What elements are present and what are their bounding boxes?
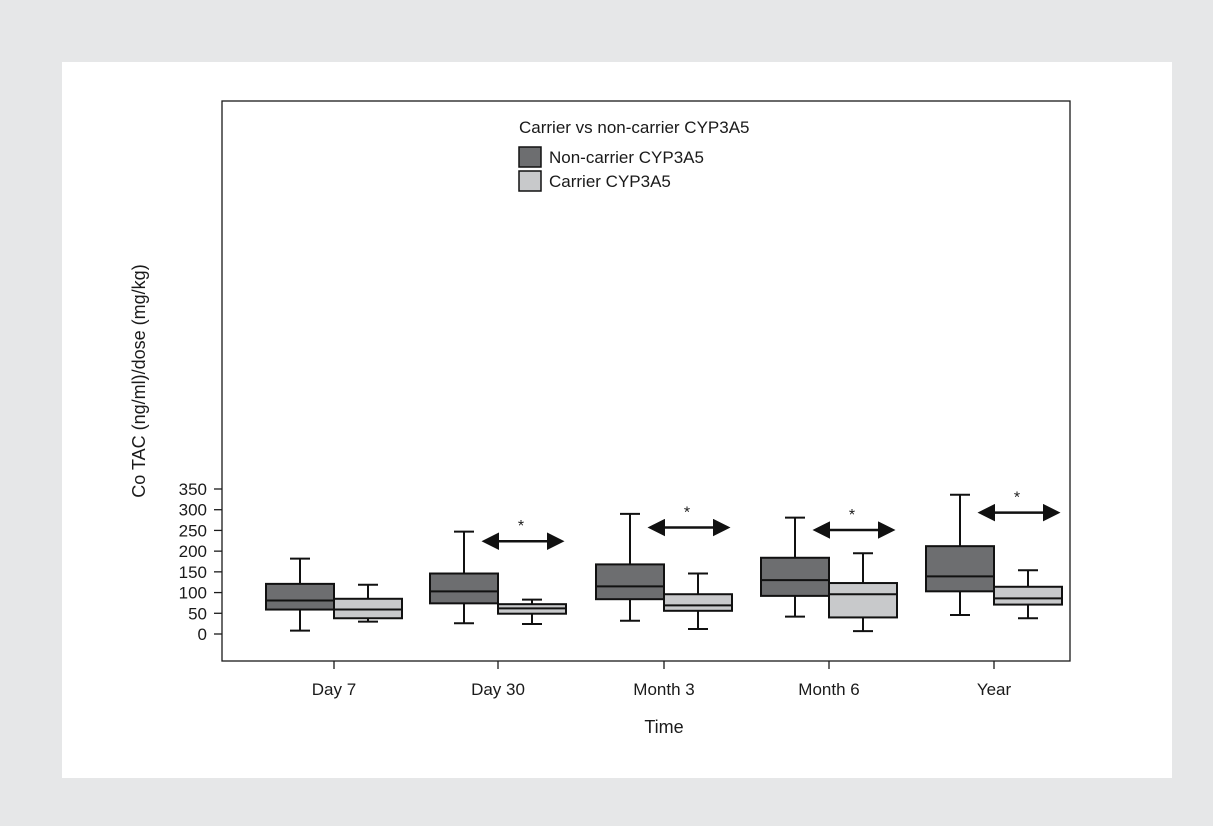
legend-swatch-non-carrier bbox=[518, 146, 542, 168]
box-iqr bbox=[429, 572, 499, 605]
x-tick-label: Year bbox=[977, 680, 1012, 699]
y-axis-title: Co TAC (ng/ml)/dose (mg/kg) bbox=[129, 264, 149, 497]
box-iqr bbox=[265, 582, 335, 611]
significance-marker: * bbox=[481, 518, 565, 550]
box-carrier bbox=[333, 583, 403, 623]
x-tick-label: Month 3 bbox=[633, 680, 694, 699]
x-tick-label: Day 30 bbox=[471, 680, 525, 699]
x-axis: Day 7 Day 30 Month 3 Month 6 Year bbox=[312, 661, 1012, 699]
x-axis-title: Time bbox=[644, 717, 683, 737]
legend: Carrier vs non-carrier CYP3A5 Non-carrie… bbox=[518, 118, 750, 192]
significance-marker: * bbox=[977, 490, 1061, 522]
box-iqr bbox=[663, 593, 733, 612]
box-series-group bbox=[265, 493, 1063, 633]
significance-star: * bbox=[849, 507, 855, 524]
legend-title: Carrier vs non-carrier CYP3A5 bbox=[519, 118, 750, 137]
significance-star: * bbox=[684, 505, 690, 522]
significance-star: * bbox=[518, 518, 524, 535]
legend-label-carrier: Carrier CYP3A5 bbox=[549, 172, 671, 191]
box-iqr bbox=[760, 556, 830, 597]
significance-marker: * bbox=[647, 505, 731, 537]
box-carrier bbox=[828, 552, 898, 633]
box-non-carrier bbox=[925, 493, 995, 616]
figure-panel bbox=[62, 62, 1172, 778]
box-iqr bbox=[925, 545, 995, 593]
y-tick-label: 200 bbox=[179, 542, 207, 561]
y-tick-label: 350 bbox=[179, 480, 207, 499]
box-non-carrier bbox=[760, 516, 830, 618]
y-tick-label: 300 bbox=[179, 501, 207, 520]
box-non-carrier bbox=[595, 512, 665, 622]
legend-label-non-carrier: Non-carrier CYP3A5 bbox=[549, 148, 704, 167]
box-carrier bbox=[663, 572, 733, 631]
x-tick-label: Day 7 bbox=[312, 680, 356, 699]
y-tick-label: 150 bbox=[179, 563, 207, 582]
y-tick-label: 0 bbox=[198, 625, 207, 644]
significance-star: * bbox=[1014, 490, 1020, 507]
significance-marker: * bbox=[812, 507, 896, 539]
y-tick-label: 100 bbox=[179, 584, 207, 603]
y-tick-label: 50 bbox=[188, 604, 207, 623]
box-iqr bbox=[333, 597, 403, 620]
significance-group: * * * * bbox=[481, 490, 1061, 550]
box-iqr bbox=[595, 563, 665, 601]
box-iqr bbox=[828, 582, 898, 619]
box-non-carrier bbox=[265, 557, 335, 632]
x-tick-label: Month 6 bbox=[798, 680, 859, 699]
box-carrier bbox=[497, 598, 567, 626]
y-tick-label: 250 bbox=[179, 521, 207, 540]
box-non-carrier bbox=[429, 530, 499, 625]
box-carrier bbox=[993, 569, 1063, 620]
plot-frame bbox=[221, 100, 1071, 662]
legend-swatch-carrier bbox=[518, 170, 542, 192]
box-iqr bbox=[993, 585, 1063, 606]
